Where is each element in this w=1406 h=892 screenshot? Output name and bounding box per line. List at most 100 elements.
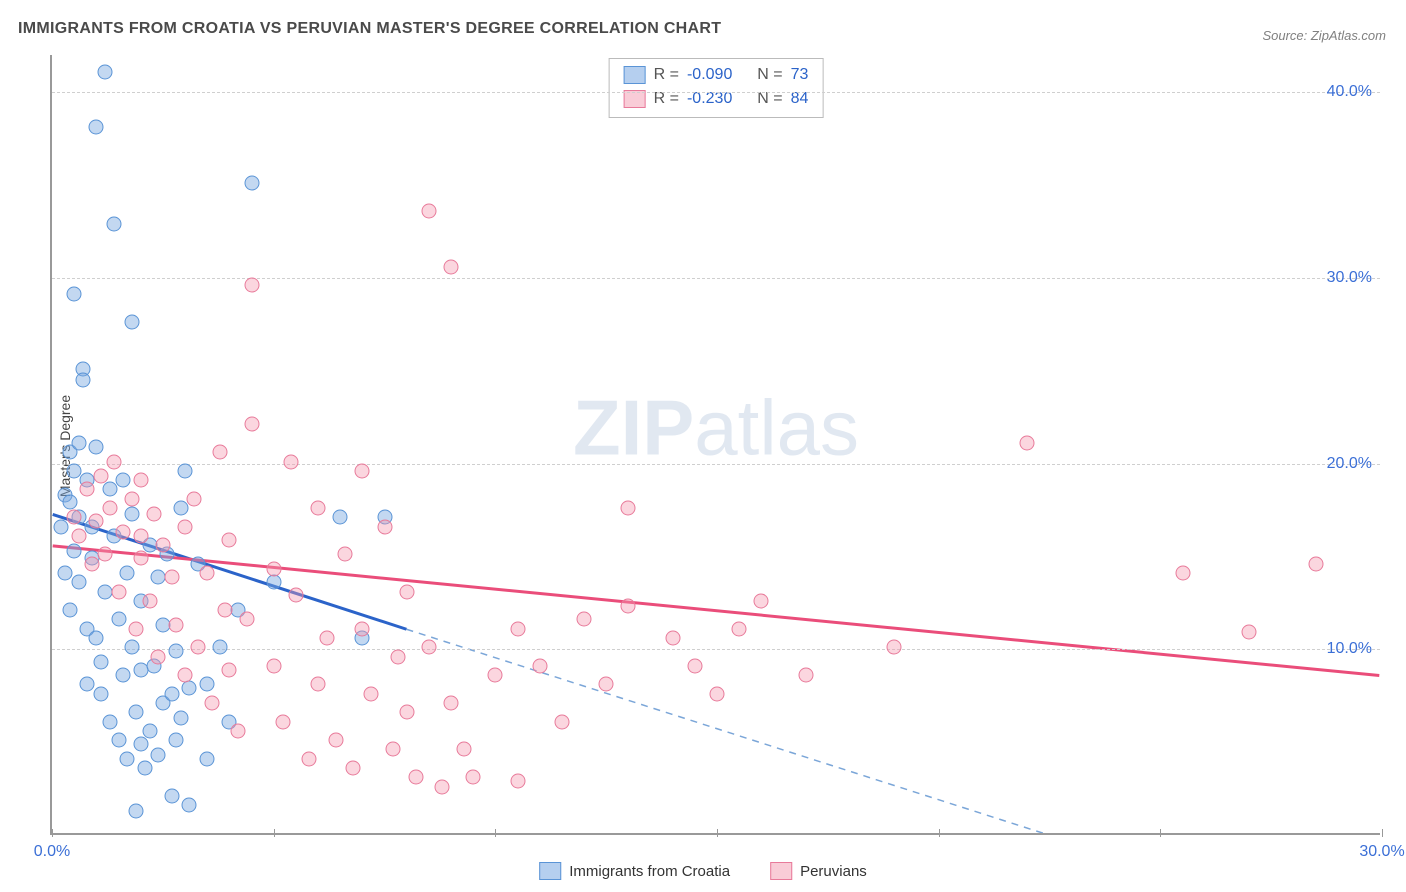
point-peruvian: [107, 454, 122, 469]
point-croatia: [102, 482, 117, 497]
point-peruvian: [169, 618, 184, 633]
point-croatia: [71, 575, 86, 590]
regression-lines: [52, 55, 1380, 833]
x-tick: [52, 829, 53, 837]
x-tick: [939, 829, 940, 837]
point-croatia: [178, 463, 193, 478]
point-peruvian: [133, 473, 148, 488]
gridline-h: [52, 464, 1380, 465]
point-peruvian: [887, 640, 902, 655]
point-croatia: [58, 566, 73, 581]
point-peruvian: [186, 491, 201, 506]
point-croatia: [98, 64, 113, 79]
point-peruvian: [421, 640, 436, 655]
point-peruvian: [457, 742, 472, 757]
point-peruvian: [98, 547, 113, 562]
point-peruvian: [665, 631, 680, 646]
point-peruvian: [337, 547, 352, 562]
source-attribution: Source: ZipAtlas.com: [1262, 28, 1386, 43]
point-croatia: [93, 655, 108, 670]
point-peruvian: [124, 491, 139, 506]
point-peruvian: [204, 696, 219, 711]
point-croatia: [111, 612, 126, 627]
point-peruvian: [364, 686, 379, 701]
point-peruvian: [67, 510, 82, 525]
point-peruvian: [84, 556, 99, 571]
point-croatia: [93, 686, 108, 701]
point-peruvian: [244, 278, 259, 293]
point-peruvian: [275, 714, 290, 729]
point-peruvian: [80, 482, 95, 497]
point-peruvian: [311, 677, 326, 692]
point-peruvian: [328, 733, 343, 748]
point-peruvian: [754, 593, 769, 608]
x-tick: [717, 829, 718, 837]
point-croatia: [138, 761, 153, 776]
point-peruvian: [532, 658, 547, 673]
point-peruvian: [599, 677, 614, 692]
point-peruvian: [577, 612, 592, 627]
point-peruvian: [93, 469, 108, 484]
point-croatia: [124, 315, 139, 330]
point-croatia: [164, 788, 179, 803]
point-peruvian: [222, 532, 237, 547]
point-peruvian: [1020, 436, 1035, 451]
point-peruvian: [621, 599, 636, 614]
point-peruvian: [510, 621, 525, 636]
point-peruvian: [319, 631, 334, 646]
gridline-h: [52, 649, 1380, 650]
point-peruvian: [399, 705, 414, 720]
point-croatia: [76, 372, 91, 387]
point-croatia: [67, 543, 82, 558]
point-croatia: [182, 798, 197, 813]
x-tick: [274, 829, 275, 837]
point-croatia: [62, 603, 77, 618]
point-croatia: [115, 668, 130, 683]
point-croatia: [266, 575, 281, 590]
chart-title: IMMIGRANTS FROM CROATIA VS PERUVIAN MAST…: [18, 20, 721, 38]
point-peruvian: [510, 774, 525, 789]
point-peruvian: [115, 525, 130, 540]
point-peruvian: [71, 528, 86, 543]
point-croatia: [71, 436, 86, 451]
point-peruvian: [200, 566, 215, 581]
point-croatia: [333, 510, 348, 525]
point-peruvian: [444, 259, 459, 274]
y-tick-label: 20.0%: [1327, 455, 1372, 473]
point-peruvian: [213, 445, 228, 460]
point-croatia: [102, 714, 117, 729]
point-peruvian: [444, 696, 459, 711]
swatch-croatia: [624, 66, 646, 84]
point-peruvian: [466, 770, 481, 785]
point-peruvian: [1308, 556, 1323, 571]
point-croatia: [173, 501, 188, 516]
point-peruvian: [133, 528, 148, 543]
point-croatia: [89, 120, 104, 135]
point-peruvian: [151, 649, 166, 664]
point-peruvian: [142, 593, 157, 608]
point-peruvian: [288, 588, 303, 603]
point-peruvian: [710, 686, 725, 701]
point-peruvian: [231, 723, 246, 738]
point-croatia: [244, 176, 259, 191]
point-croatia: [200, 751, 215, 766]
point-croatia: [164, 686, 179, 701]
point-peruvian: [1175, 566, 1190, 581]
point-peruvian: [554, 714, 569, 729]
point-peruvian: [284, 454, 299, 469]
point-croatia: [107, 216, 122, 231]
point-peruvian: [408, 770, 423, 785]
x-tick: [1160, 829, 1161, 837]
point-peruvian: [621, 501, 636, 516]
point-peruvian: [222, 662, 237, 677]
point-croatia: [151, 748, 166, 763]
x-tick-label: 30.0%: [1359, 843, 1404, 861]
point-peruvian: [129, 621, 144, 636]
legend-item-croatia: Immigrants from Croatia: [539, 862, 730, 880]
point-croatia: [80, 677, 95, 692]
legend-row-peruvians: R = -0.230 N = 84: [624, 87, 809, 111]
point-croatia: [111, 733, 126, 748]
point-croatia: [124, 506, 139, 521]
x-tick-label: 0.0%: [34, 843, 70, 861]
point-croatia: [124, 640, 139, 655]
